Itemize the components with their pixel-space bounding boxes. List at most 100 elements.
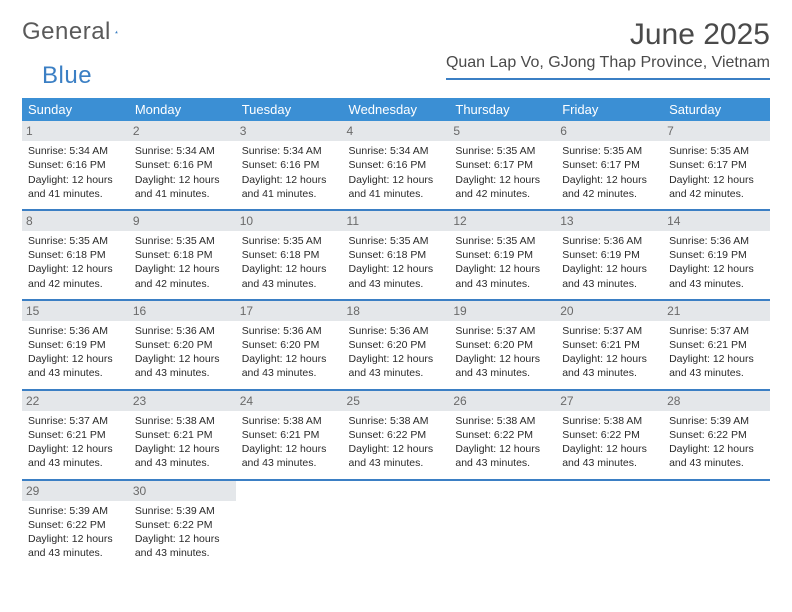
- calendar-day-cell: 26 Sunrise: 5:38 AMSunset: 6:22 PMDayligh…: [449, 390, 556, 480]
- calendar-day-cell: 17Sunrise: 5:36 AMSunset: 6:20 PMDayligh…: [236, 300, 343, 390]
- sunrise-line: Sunrise: 5:38 AM: [455, 414, 550, 428]
- sunrise-line: Sunrise: 5:36 AM: [135, 324, 230, 338]
- calendar-day-cell: 24Sunrise: 5:38 AMSunset: 6:21 PMDayligh…: [236, 390, 343, 480]
- sunset-line: Sunset: 6:22 PM: [28, 518, 123, 532]
- calendar-day-cell: 3Sunrise: 5:34 AMSunset: 6:16 PMDaylight…: [236, 121, 343, 210]
- calendar-body: 1Sunrise: 5:34 AMSunset: 6:16 PMDaylight…: [22, 121, 770, 568]
- sunset-line: Sunset: 6:16 PM: [349, 158, 444, 172]
- calendar-week-row: 8Sunrise: 5:35 AMSunset: 6:18 PMDaylight…: [22, 210, 770, 300]
- sunset-line: Sunset: 6:20 PM: [242, 338, 337, 352]
- calendar-day-cell: 30Sunrise: 5:39 AMSunset: 6:22 PMDayligh…: [129, 480, 236, 569]
- daylight-line: Daylight: 12 hours and 42 minutes.: [562, 173, 657, 201]
- sunrise-line: Sunrise: 5:37 AM: [669, 324, 764, 338]
- daylight-line: Daylight: 12 hours and 43 minutes.: [669, 442, 764, 470]
- sunrise-line: Sunrise: 5:34 AM: [349, 144, 444, 158]
- sunset-line: Sunset: 6:19 PM: [669, 248, 764, 262]
- calendar-day-cell: 7Sunrise: 5:35 AMSunset: 6:17 PMDaylight…: [663, 121, 770, 210]
- calendar-day-cell: 4 Sunrise: 5:34 AMSunset: 6:16 PMDaylight…: [343, 121, 450, 210]
- day-number: 21: [663, 301, 770, 321]
- day-number: 14: [663, 211, 770, 231]
- sunset-line: Sunset: 6:19 PM: [28, 338, 123, 352]
- sunset-line: Sunset: 6:18 PM: [349, 248, 444, 262]
- calendar-day-cell: 14Sunrise: 5:36 AMSunset: 6:19 PMDayligh…: [663, 210, 770, 300]
- daylight-line: Daylight: 12 hours and 42 minutes.: [135, 262, 230, 290]
- sunset-line: Sunset: 6:22 PM: [455, 428, 550, 442]
- sail-icon: [115, 23, 119, 41]
- day-number: 26: [449, 391, 556, 411]
- daylight-line: Daylight: 12 hours and 43 minutes.: [349, 262, 444, 290]
- daylight-line: Daylight: 12 hours and 43 minutes.: [349, 352, 444, 380]
- day-number: 17: [236, 301, 343, 321]
- day-number: 18: [343, 301, 450, 321]
- calendar-day-cell: 22Sunrise: 5:37 AMSunset: 6:21 PMDayligh…: [22, 390, 129, 480]
- sunrise-line: Sunrise: 5:36 AM: [562, 234, 657, 248]
- calendar-day-cell: .: [343, 480, 450, 569]
- sunrise-line: Sunrise: 5:36 AM: [349, 324, 444, 338]
- sunrise-line: Sunrise: 5:34 AM: [28, 144, 123, 158]
- daylight-line: Daylight: 12 hours and 43 minutes.: [455, 442, 550, 470]
- day-number: 13: [556, 211, 663, 231]
- day-number: 29: [22, 481, 129, 501]
- daylight-line: Daylight: 12 hours and 43 minutes.: [562, 442, 657, 470]
- sunset-line: Sunset: 6:18 PM: [28, 248, 123, 262]
- daylight-line: Daylight: 12 hours and 43 minutes.: [242, 442, 337, 470]
- title-block: June 2025 Quan Lap Vo, GJong Thap Provin…: [446, 18, 770, 80]
- sunrise-line: Sunrise: 5:38 AM: [135, 414, 230, 428]
- sunset-line: Sunset: 6:17 PM: [669, 158, 764, 172]
- calendar-day-cell: 8Sunrise: 5:35 AMSunset: 6:18 PMDaylight…: [22, 210, 129, 300]
- calendar-day-cell: 11Sunrise: 5:35 AMSunset: 6:18 PMDayligh…: [343, 210, 450, 300]
- calendar-day-cell: 2 Sunrise: 5:34 AMSunset: 6:16 PMDaylight…: [129, 121, 236, 210]
- calendar-head: SundayMondayTuesdayWednesdayThursdayFrid…: [22, 98, 770, 121]
- sunrise-line: Sunrise: 5:35 AM: [455, 144, 550, 158]
- daylight-line: Daylight: 12 hours and 43 minutes.: [28, 532, 123, 560]
- sunset-line: Sunset: 6:16 PM: [135, 158, 230, 172]
- weekday-header: Monday: [129, 98, 236, 121]
- daylight-line: Daylight: 12 hours and 42 minutes.: [669, 173, 764, 201]
- day-number: 16: [129, 301, 236, 321]
- sunrise-line: Sunrise: 5:36 AM: [28, 324, 123, 338]
- calendar-day-cell: 13 Sunrise: 5:36 AMSunset: 6:19 PMDayligh…: [556, 210, 663, 300]
- sunrise-line: Sunrise: 5:38 AM: [562, 414, 657, 428]
- weekday-row: SundayMondayTuesdayWednesdayThursdayFrid…: [22, 98, 770, 121]
- daylight-line: Daylight: 12 hours and 43 minutes.: [455, 262, 550, 290]
- sunrise-line: Sunrise: 5:38 AM: [349, 414, 444, 428]
- day-number: 5: [449, 121, 556, 141]
- daylight-line: Daylight: 12 hours and 43 minutes.: [349, 442, 444, 470]
- day-number: 12: [449, 211, 556, 231]
- day-number: 23: [129, 391, 236, 411]
- daylight-line: Daylight: 12 hours and 43 minutes.: [242, 262, 337, 290]
- sunrise-line: Sunrise: 5:38 AM: [242, 414, 337, 428]
- sunset-line: Sunset: 6:18 PM: [135, 248, 230, 262]
- calendar-day-cell: 6Sunrise: 5:35 AMSunset: 6:17 PMDaylight…: [556, 121, 663, 210]
- daylight-line: Daylight: 12 hours and 41 minutes.: [135, 173, 230, 201]
- day-number: 28: [663, 391, 770, 411]
- sunset-line: Sunset: 6:17 PM: [455, 158, 550, 172]
- daylight-line: Daylight: 12 hours and 43 minutes.: [135, 532, 230, 560]
- sunrise-line: Sunrise: 5:37 AM: [28, 414, 123, 428]
- calendar-day-cell: 9Sunrise: 5:35 AMSunset: 6:18 PMDaylight…: [129, 210, 236, 300]
- sunset-line: Sunset: 6:19 PM: [562, 248, 657, 262]
- daylight-line: Daylight: 12 hours and 41 minutes.: [349, 173, 444, 201]
- calendar-day-cell: 29 Sunrise: 5:39 AMSunset: 6:22 PMDayligh…: [22, 480, 129, 569]
- day-number: 27: [556, 391, 663, 411]
- day-number: 20: [556, 301, 663, 321]
- daylight-line: Daylight: 12 hours and 43 minutes.: [669, 352, 764, 380]
- sunrise-line: Sunrise: 5:39 AM: [669, 414, 764, 428]
- day-number: 4: [343, 121, 450, 141]
- sunset-line: Sunset: 6:18 PM: [242, 248, 337, 262]
- daylight-line: Daylight: 12 hours and 43 minutes.: [562, 262, 657, 290]
- sunrise-line: Sunrise: 5:39 AM: [28, 504, 123, 518]
- day-number: 6: [556, 121, 663, 141]
- calendar-week-row: 29Sunrise: 5:39 AMSunset: 6:22 PMDayligh…: [22, 480, 770, 569]
- brand-part1: General: [22, 18, 111, 46]
- sunrise-line: Sunrise: 5:34 AM: [135, 144, 230, 158]
- day-number: 10: [236, 211, 343, 231]
- sunset-line: Sunset: 6:21 PM: [242, 428, 337, 442]
- weekday-header: Saturday: [663, 98, 770, 121]
- sunset-line: Sunset: 6:20 PM: [455, 338, 550, 352]
- day-number: 19: [449, 301, 556, 321]
- sunset-line: Sunset: 6:22 PM: [669, 428, 764, 442]
- sunrise-line: Sunrise: 5:37 AM: [562, 324, 657, 338]
- day-number: 2: [129, 121, 236, 141]
- day-number: 15: [22, 301, 129, 321]
